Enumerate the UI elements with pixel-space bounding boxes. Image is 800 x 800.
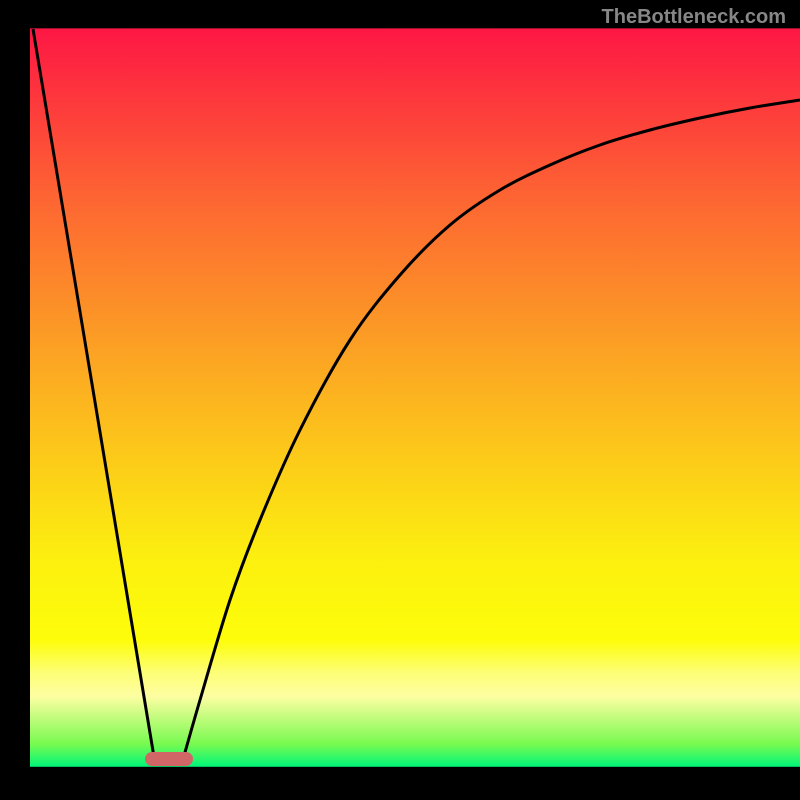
border-bottom (0, 767, 800, 800)
chart-svg (0, 0, 800, 800)
watermark-text: TheBottleneck.com (602, 6, 786, 29)
valley-marker (145, 752, 193, 766)
bottleneck-chart: TheBottleneck.com (0, 0, 800, 800)
border-left (0, 0, 30, 800)
gradient-background (0, 0, 800, 800)
